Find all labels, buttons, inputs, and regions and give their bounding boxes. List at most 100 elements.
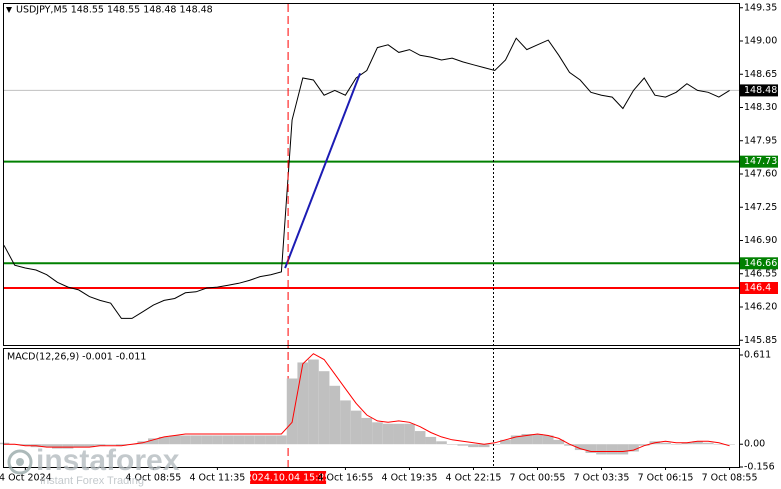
watermark: instaforex Instant Forex Trading (7, 444, 180, 487)
macd-bar (489, 444, 501, 445)
macd-bar (510, 435, 522, 445)
y-tick-label: 146.90 (744, 235, 777, 246)
macd-bar (105, 444, 117, 445)
y-tick-label: 146.20 (744, 302, 777, 313)
watermark-logo-dot (16, 458, 24, 466)
level-label: 147.73 (744, 156, 777, 167)
macd-bar (574, 444, 586, 451)
macd-bar (350, 410, 362, 445)
macd-bar (542, 435, 554, 445)
macd-bar (692, 441, 703, 445)
y-tick-label: 149.00 (744, 36, 777, 47)
macd-bar (286, 378, 298, 445)
macd-bar (617, 444, 629, 455)
watermark-tagline: Instant Forex Trading (40, 475, 144, 487)
macd-bar (585, 444, 597, 453)
macd-bar (297, 362, 309, 445)
macd-bar (606, 444, 618, 455)
macd-bar (276, 435, 287, 445)
macd-bar (628, 444, 639, 452)
y-tick-label: 145.85 (744, 335, 777, 346)
macd-bar (308, 359, 319, 445)
macd-bar (532, 433, 543, 445)
macd-bar (201, 435, 213, 445)
watermark-brand: instaforex (36, 444, 180, 477)
macd-bar (340, 400, 351, 445)
macd-bar (265, 435, 277, 445)
macd-bar (94, 444, 106, 446)
x-tick-label: 4 Oct 08:55 (125, 473, 181, 484)
y-tick-label: 147.95 (744, 135, 777, 146)
macd-bar (222, 435, 234, 445)
macd-bar (553, 439, 565, 445)
macd-bar (116, 444, 127, 446)
x-tick-label: 4 Oct 22:15 (446, 473, 502, 484)
macd-bar (148, 438, 159, 445)
macd-bar (180, 435, 191, 445)
macd-bar (329, 385, 341, 445)
x-tick-label: 7 Oct 03:35 (574, 473, 630, 484)
macd-bar (478, 444, 490, 448)
macd-bar (254, 435, 266, 445)
y-tick-label: 147.60 (744, 169, 777, 180)
y-tick-label: 149.35 (744, 2, 777, 13)
macd-bar (393, 423, 405, 445)
macd-bar (212, 435, 223, 445)
macd-bar (446, 444, 458, 445)
trend-line (284, 72, 362, 269)
last-price-label: 148.48 (744, 85, 777, 96)
y-tick-label: 146.55 (744, 268, 777, 279)
last-price-box (740, 84, 778, 97)
level-box (740, 257, 778, 270)
y-tick-label: 0.611 (744, 349, 771, 360)
macd-bar (660, 442, 671, 445)
macd-bar (20, 444, 31, 446)
x-tick-label: 4 Oct 16:55 (317, 473, 373, 484)
x-tick-label: 4 Oct 2024 (0, 473, 52, 484)
macd-bar (724, 444, 735, 445)
macd-bar (382, 423, 394, 445)
y-tick-label: 0.00 (744, 439, 765, 450)
y-tick-label: 147.25 (744, 202, 777, 213)
level-box (740, 155, 778, 168)
level-label: 146.4 (744, 283, 771, 294)
price-line (3, 37, 730, 319)
macd-bar (681, 442, 693, 445)
macd-bar (596, 444, 607, 455)
macd-bar (372, 422, 383, 445)
macd-bar (318, 371, 330, 445)
macd-bar (190, 435, 202, 445)
x-tick-label: 7 Oct 06:15 (638, 473, 694, 484)
macd-bar (158, 436, 170, 445)
macd-bar (564, 444, 575, 446)
macd-bar (52, 444, 63, 449)
chart-title: USDJPY,M5 148.55 148.55 148.48 148.48 (16, 5, 213, 16)
macd-bar (521, 433, 533, 445)
macd-bar (233, 435, 245, 445)
crosshair-label: 2024.10.04 15:25 (246, 473, 331, 484)
level-box (740, 282, 778, 294)
macd-bar (702, 442, 714, 445)
macd-bar (62, 444, 74, 449)
y-tick-label: -0.156 (744, 462, 775, 473)
signal-line (4, 353, 730, 452)
macd-bar (84, 444, 95, 448)
symbol-icon (6, 7, 12, 13)
macd-bar (638, 444, 650, 446)
macd-panel-frame (3, 348, 740, 468)
macd-bar (414, 431, 426, 445)
macd-bar (670, 444, 682, 445)
macd-bar (500, 439, 511, 445)
y-tick-label: 148.65 (744, 69, 777, 80)
macd-bar (425, 436, 437, 445)
macd-title: MACD(12,26,9) -0.001 -0.011 (7, 352, 146, 363)
macd-bar (468, 444, 479, 448)
macd-bar (457, 444, 469, 446)
x-tick-label: 4 Oct 11:35 (189, 473, 245, 484)
x-tick-label: 4 Oct 19:35 (382, 473, 438, 484)
macd-bar (436, 441, 447, 445)
macd-bar (404, 423, 415, 445)
